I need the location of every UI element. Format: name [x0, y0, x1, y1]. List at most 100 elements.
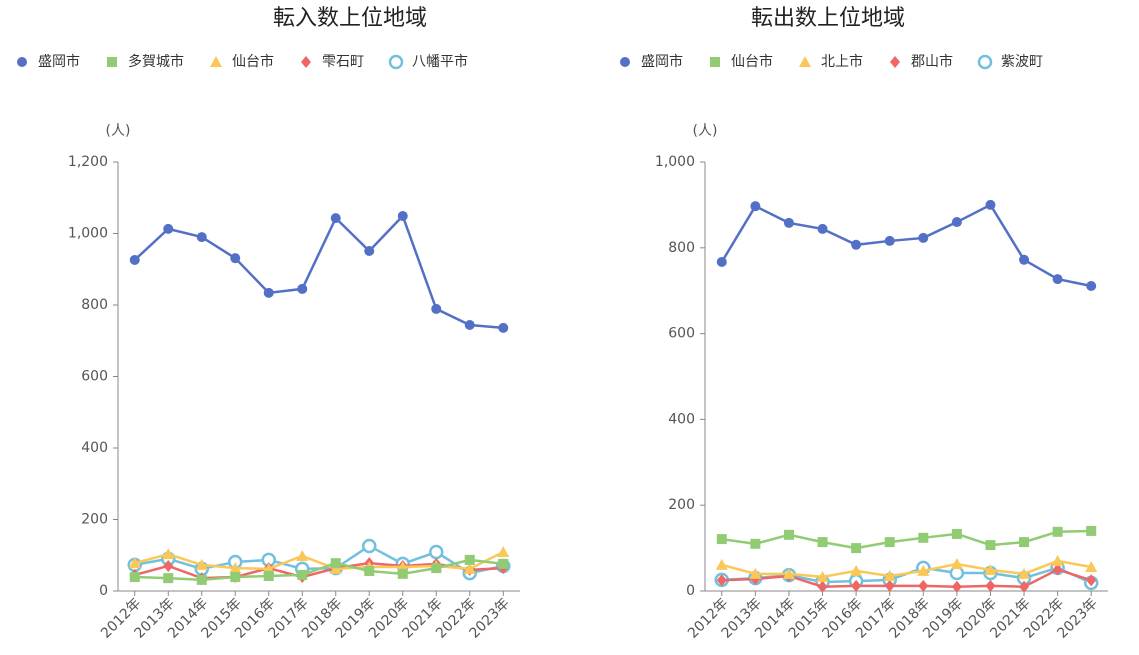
y-tick-label: 400: [668, 411, 695, 427]
point: [364, 246, 375, 257]
point: [749, 567, 762, 579]
legend-label: 仙台市: [232, 53, 274, 70]
point: [716, 256, 727, 267]
point: [1019, 580, 1030, 593]
point: [851, 239, 862, 250]
point: [1086, 574, 1097, 587]
point: [1051, 554, 1064, 566]
point: [951, 580, 962, 593]
y-tick-label: 800: [668, 240, 695, 256]
point: [1086, 280, 1097, 291]
point: [883, 569, 896, 581]
point: [917, 564, 930, 576]
point: [330, 213, 341, 224]
point: [951, 528, 962, 539]
point: [620, 57, 630, 67]
point: [918, 579, 929, 592]
y-tick-label: 1,000: [655, 154, 695, 170]
point: [1018, 567, 1031, 579]
point: [230, 572, 241, 583]
point: [950, 557, 963, 569]
point: [362, 538, 377, 554]
point: [431, 563, 442, 574]
point: [817, 580, 828, 593]
point: [918, 532, 929, 543]
point: [918, 232, 929, 243]
y-tick-label: 1,000: [68, 226, 108, 242]
point: [817, 537, 828, 548]
series-line: [134, 561, 504, 580]
point: [951, 217, 962, 228]
point: [329, 562, 342, 574]
chart-title: 転入数上位地域: [273, 5, 427, 30]
point: [163, 573, 174, 584]
point: [985, 540, 996, 551]
legend-label: 雫石町: [322, 54, 364, 70]
point: [229, 562, 242, 574]
point: [1052, 274, 1063, 285]
point: [977, 54, 993, 70]
point: [263, 570, 274, 581]
point: [1052, 526, 1063, 537]
legend-label: 盛岡市: [641, 53, 683, 70]
point: [196, 232, 207, 243]
point: [851, 543, 862, 554]
point: [297, 283, 308, 294]
series-line: [133, 213, 504, 330]
y-tick-label: 200: [668, 497, 695, 513]
point: [1052, 563, 1063, 576]
point: [985, 579, 996, 592]
y-tick-label: 200: [81, 512, 108, 528]
point: [985, 199, 996, 210]
point: [498, 558, 509, 569]
point: [263, 287, 274, 298]
series-line: [721, 559, 1092, 579]
point: [301, 56, 311, 68]
legend-label: 郡山市: [911, 53, 953, 70]
point: [464, 554, 475, 565]
point: [330, 558, 341, 569]
point: [196, 574, 207, 585]
point: [163, 223, 174, 234]
point: [464, 320, 475, 331]
y-tick-label: 0: [686, 583, 695, 599]
y-tick-label: 1,200: [68, 154, 108, 170]
point: [364, 565, 375, 576]
legend-label: 紫波町: [1001, 54, 1043, 70]
series-line: [721, 568, 1092, 588]
point: [816, 570, 829, 582]
y-tick-label: 800: [81, 297, 108, 313]
point: [128, 557, 141, 569]
point: [716, 574, 727, 587]
point: [162, 548, 175, 560]
point: [850, 564, 863, 576]
point: [388, 54, 404, 70]
point: [884, 579, 895, 592]
y-tick-label: 600: [81, 369, 108, 385]
point: [195, 558, 208, 570]
legend-label: 仙台市: [731, 53, 773, 70]
legend-label: 盛岡市: [38, 53, 80, 70]
series-line: [721, 529, 1092, 550]
point: [397, 568, 408, 579]
point: [817, 223, 828, 234]
point: [890, 56, 900, 68]
point: [783, 529, 794, 540]
point: [782, 567, 795, 579]
point: [296, 549, 309, 561]
point: [799, 56, 811, 67]
point: [107, 57, 117, 67]
point: [431, 303, 442, 314]
y-tick-label: 400: [81, 440, 108, 456]
point: [716, 534, 727, 545]
y-axis-unit: (人): [693, 123, 718, 139]
point: [715, 558, 728, 570]
point: [17, 57, 27, 67]
point: [297, 569, 308, 580]
point: [1086, 525, 1097, 536]
point: [129, 254, 140, 265]
legend-label: 多賀城市: [128, 53, 184, 70]
point: [1085, 560, 1098, 572]
y-tick-label: 0: [99, 583, 108, 599]
